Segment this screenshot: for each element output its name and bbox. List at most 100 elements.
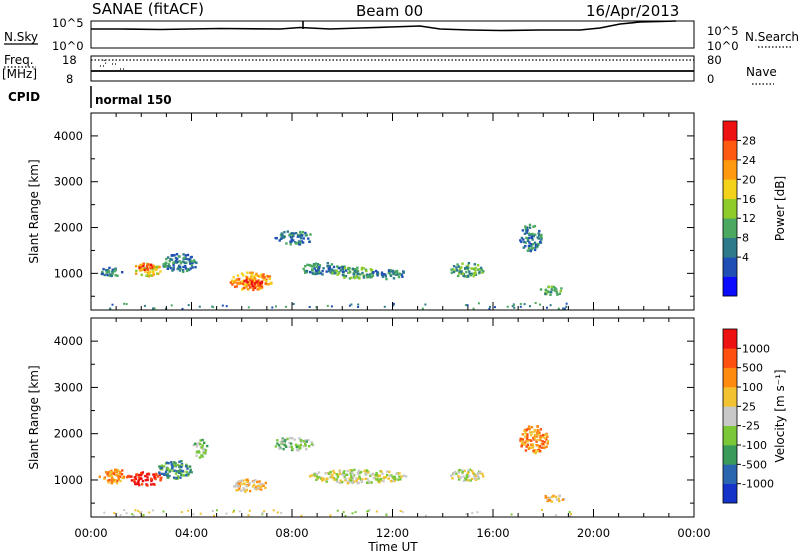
data-cell	[550, 500, 554, 503]
date-title: 16/Apr/2013	[586, 2, 679, 20]
data-cell	[147, 272, 151, 275]
data-cell	[256, 486, 260, 490]
colorbar-tick-label: 16	[742, 193, 756, 206]
data-cell	[554, 287, 557, 290]
data-cell	[562, 307, 565, 310]
data-cell	[526, 438, 529, 442]
data-cell	[150, 479, 153, 483]
data-cell	[400, 475, 403, 478]
data-cell	[323, 478, 326, 481]
data-cell	[528, 223, 532, 227]
data-cell	[395, 472, 398, 476]
data-cell	[137, 476, 141, 479]
data-cell	[145, 483, 148, 486]
data-cell	[525, 437, 529, 440]
data-cell	[397, 275, 401, 279]
data-cell	[396, 273, 400, 276]
data-cell	[467, 262, 471, 265]
x-tick-label: 00:00	[677, 526, 710, 540]
nsearch-tick-bottom: 10^0	[707, 39, 739, 53]
data-cell	[338, 470, 342, 473]
data-cell	[535, 444, 538, 447]
data-cell	[372, 472, 375, 475]
data-cell	[354, 511, 357, 514]
y-tick-label: 1000	[54, 473, 83, 487]
data-cell	[472, 275, 475, 278]
data-cell	[328, 266, 332, 269]
data-cell	[179, 262, 183, 265]
data-cell	[203, 441, 206, 444]
data-cell	[349, 469, 352, 472]
data-cell	[382, 476, 386, 479]
data-cell	[134, 272, 138, 275]
data-cell	[318, 475, 322, 479]
data-cell	[339, 269, 342, 272]
data-cell	[377, 480, 381, 483]
data-cell	[108, 475, 111, 478]
data-cell	[182, 270, 185, 273]
nsky-trace	[91, 20, 677, 32]
data-cell	[460, 270, 463, 273]
data-cell	[543, 446, 546, 449]
data-cell	[342, 471, 345, 474]
data-cell	[135, 473, 138, 476]
data-cell	[111, 270, 114, 273]
power-panel: 1000 2000 3000 4000 Slant Range [km] 28 24 20 16…	[27, 112, 787, 311]
data-cell	[540, 238, 543, 241]
data-cell	[281, 437, 284, 440]
data-cell	[520, 444, 524, 447]
data-cell	[370, 273, 373, 276]
data-cell	[464, 267, 467, 270]
data-cell	[358, 475, 361, 478]
data-cell	[250, 276, 253, 280]
data-cell	[310, 443, 314, 446]
data-cell	[189, 470, 192, 473]
data-cell	[274, 445, 278, 448]
data-cell	[341, 270, 345, 274]
data-cell	[258, 287, 262, 290]
data-cell	[547, 290, 550, 294]
data-cell	[494, 306, 496, 309]
data-cell	[263, 276, 266, 279]
data-cell	[455, 269, 459, 272]
data-cell	[271, 306, 274, 309]
data-cell	[375, 272, 379, 275]
data-cell	[386, 470, 389, 473]
data-cell	[355, 477, 358, 480]
data-cell	[250, 282, 254, 286]
data-cell	[476, 511, 479, 514]
data-cell	[522, 246, 525, 249]
data-cell	[332, 477, 336, 480]
data-cell	[213, 514, 215, 517]
data-cell	[158, 465, 161, 468]
data-cell	[118, 475, 122, 478]
data-cell	[243, 488, 246, 492]
data-cell	[244, 490, 247, 493]
data-cell	[310, 474, 313, 477]
data-cell	[357, 469, 361, 472]
data-cell	[260, 286, 264, 290]
data-cell	[546, 306, 548, 309]
data-cell	[452, 270, 456, 274]
data-cell	[106, 472, 109, 475]
data-cell	[278, 447, 281, 450]
data-cell	[236, 480, 240, 484]
data-cell	[140, 477, 143, 480]
data-cell	[534, 246, 538, 249]
data-cell	[309, 233, 312, 236]
data-cell	[204, 449, 208, 452]
data-cell	[262, 273, 265, 276]
data-cell	[248, 489, 252, 493]
data-cell	[136, 482, 139, 485]
data-cell	[350, 476, 353, 479]
data-cell	[168, 260, 171, 263]
data-cell	[402, 474, 405, 477]
data-cell	[473, 477, 477, 480]
data-cell	[146, 476, 149, 479]
data-cell	[466, 479, 470, 482]
colorbar-segment	[723, 387, 737, 407]
data-cell	[311, 271, 314, 275]
data-cell	[313, 267, 316, 270]
data-cell	[107, 270, 110, 273]
data-cell	[546, 442, 549, 445]
